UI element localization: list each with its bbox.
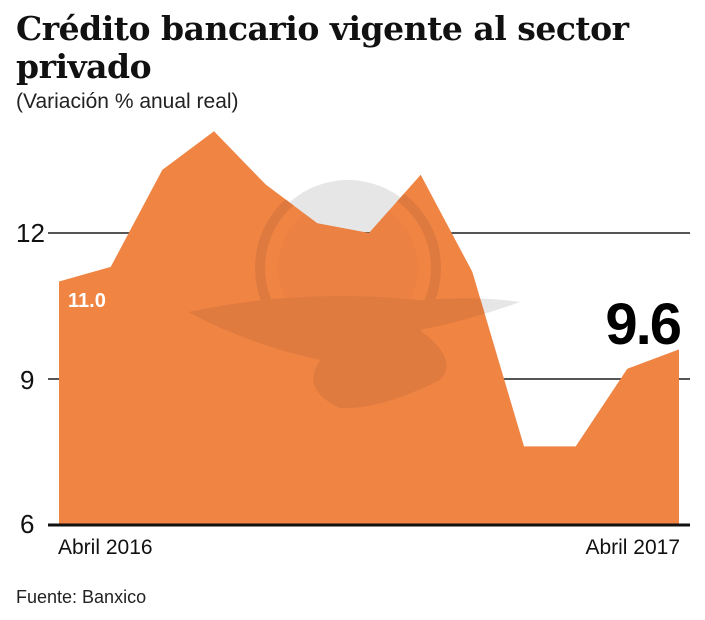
chart-subtitle: (Variación % anual real) (16, 90, 239, 113)
source-note: Fuente: Banxico (16, 587, 147, 607)
x-tick-start: Abril 2016 (58, 536, 153, 559)
start-value-label: 11.0 (68, 290, 106, 312)
chart-title: Crédito bancario vigente al sector priva… (16, 9, 629, 86)
x-tick-end: Abril 2017 (585, 536, 680, 559)
end-value-label: 9.6 (605, 292, 680, 357)
watermark-overlay (188, 175, 520, 409)
y-tick-9: 9 (20, 365, 34, 395)
y-tick-6: 6 (20, 509, 34, 539)
y-tick-12: 12 (16, 218, 45, 248)
